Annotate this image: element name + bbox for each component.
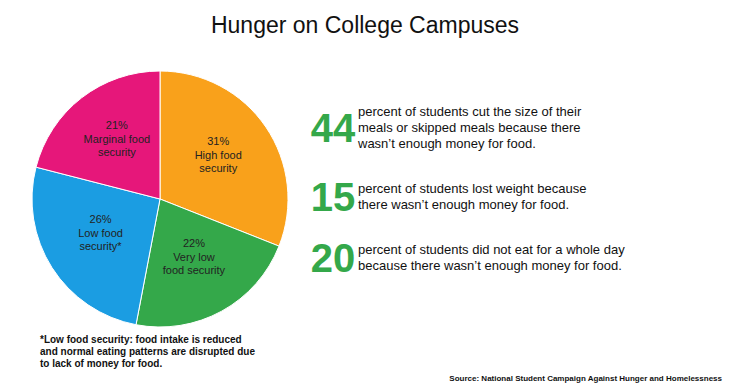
html-text:*Low food security: food intak: *Low food security: food intake is reduc… [40,334,242,345]
html-text:percent of students lost weigh: percent of students lost weight because [358,181,587,196]
html-text:because there wasn’t enough mo: because there wasn’t enough money for fo… [358,258,622,273]
html-text:wasn’t enough money for food.: wasn’t enough money for food. [358,136,536,151]
html-text:percent of students cut the si: percent of students cut the size of thei… [358,104,582,119]
html-text:there wasn’t enough money for: there wasn’t enough money for food. [358,197,569,212]
html-text:percent of students did not ea: percent of students did not eat for a wh… [358,242,625,257]
svg-text:21%Marginal foodsecurity: 21%Marginal foodsecurity [84,119,151,158]
svg-text:26%Low foodsecurity*: 26%Low foodsecurity* [78,213,123,252]
html-text:and normal eating patterns are: and normal eating patterns are disrupted… [40,346,255,357]
html-text:44: 44 [310,106,356,150]
html-text:15: 15 [310,175,356,219]
html-text:20: 20 [310,236,356,280]
html-text:Hunger on College Campuses: Hunger on College Campuses [210,12,520,38]
html-text:meals or skipped meals because: meals or skipped meals because there [358,120,581,135]
html-text:Source: National Student Campa: Source: National Student Campaign Agains… [449,374,722,383]
html-text:to lack of money for food.: to lack of money for food. [40,358,163,369]
svg-text:22%Very lowfood security: 22%Very lowfood security [163,237,226,276]
svg-text:31%High foodsecurity: 31%High foodsecurity [195,135,242,174]
